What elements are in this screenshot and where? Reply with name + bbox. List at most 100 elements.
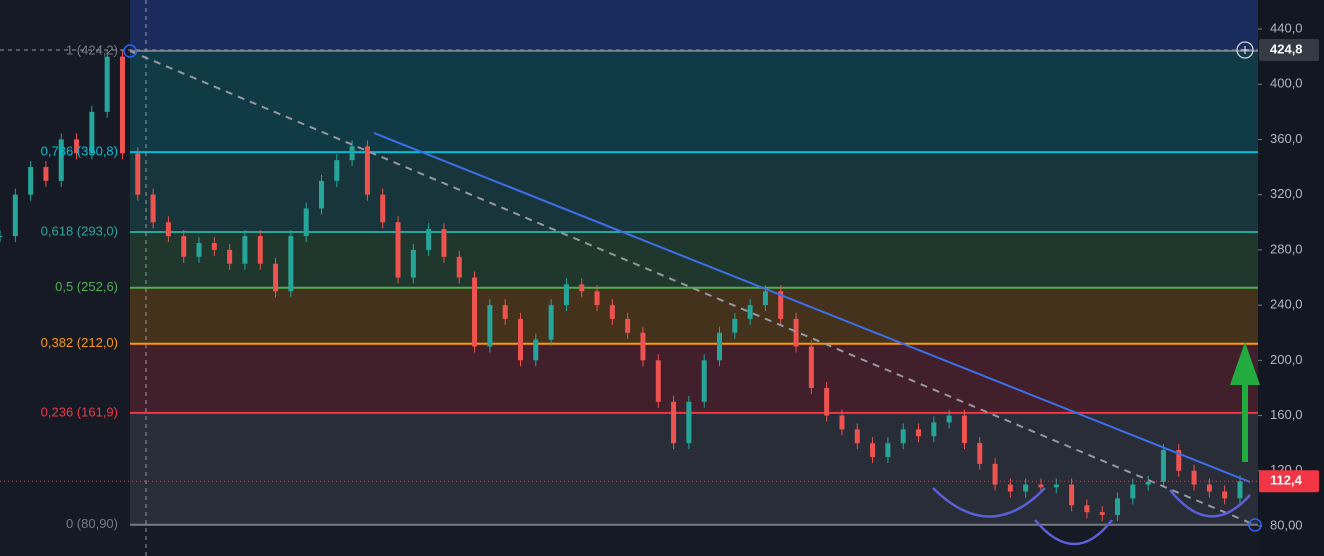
fib-level-label: 0,786 (350,8) bbox=[41, 144, 118, 159]
candle bbox=[150, 194, 156, 223]
plot-background bbox=[0, 0, 1258, 556]
candle bbox=[1160, 450, 1166, 482]
candle bbox=[885, 443, 891, 457]
candle bbox=[242, 236, 248, 264]
y-tick-label: 160,0 bbox=[1270, 407, 1303, 422]
candle bbox=[487, 305, 493, 347]
candle bbox=[380, 194, 386, 223]
candle bbox=[594, 291, 600, 306]
candle bbox=[181, 236, 187, 257]
candle bbox=[579, 284, 585, 292]
candle bbox=[870, 443, 876, 457]
candle bbox=[0, 236, 3, 238]
y-tick-label: 320,0 bbox=[1270, 186, 1303, 201]
candle bbox=[824, 387, 830, 416]
candle bbox=[1191, 470, 1197, 485]
candle bbox=[686, 401, 692, 444]
candle bbox=[104, 56, 110, 112]
candle bbox=[119, 56, 125, 154]
y-tick-label: 400,0 bbox=[1270, 76, 1303, 91]
candle bbox=[43, 167, 49, 181]
fib-level-label: 0,5 (252,6) bbox=[55, 279, 118, 294]
fib-level-label: 0,382 (212,0) bbox=[41, 335, 118, 350]
candle bbox=[839, 415, 845, 430]
candle bbox=[227, 249, 233, 264]
candle bbox=[778, 291, 784, 319]
candle bbox=[58, 139, 64, 181]
candle bbox=[135, 153, 141, 195]
head-arc bbox=[1034, 519, 1113, 546]
candle bbox=[808, 346, 814, 388]
candle bbox=[1237, 481, 1243, 499]
fib-band bbox=[130, 152, 1258, 232]
candle bbox=[900, 429, 906, 444]
candle bbox=[211, 242, 217, 250]
candle bbox=[1115, 498, 1121, 515]
candle bbox=[334, 160, 340, 181]
candle bbox=[89, 111, 95, 154]
candle bbox=[1007, 484, 1013, 492]
fib-level-label: 0,236 (161,9) bbox=[41, 404, 118, 419]
candle bbox=[288, 236, 294, 292]
candle bbox=[992, 463, 998, 485]
candle bbox=[946, 415, 952, 423]
candle bbox=[456, 256, 462, 278]
price-tag bbox=[1259, 38, 1319, 61]
fib-level-label: 0 (80,90) bbox=[66, 516, 118, 531]
candle bbox=[410, 249, 416, 278]
candle bbox=[395, 222, 401, 278]
y-tick-label: 200,0 bbox=[1270, 352, 1303, 367]
candle bbox=[318, 180, 324, 209]
candle bbox=[517, 318, 523, 361]
candle bbox=[28, 167, 34, 195]
candle bbox=[671, 401, 677, 444]
candle bbox=[1069, 484, 1075, 506]
candle bbox=[502, 305, 508, 319]
candle bbox=[196, 242, 202, 257]
candle bbox=[609, 305, 615, 319]
candle bbox=[625, 318, 631, 333]
fib-band bbox=[130, 50, 1258, 153]
fib-band bbox=[130, 0, 1258, 51]
fib-trend-line bbox=[129, 50, 1256, 526]
candle bbox=[977, 443, 983, 464]
candle bbox=[349, 146, 355, 161]
shoulder-arc bbox=[932, 487, 1046, 518]
candle bbox=[563, 284, 569, 306]
candle bbox=[548, 305, 554, 340]
candle bbox=[747, 305, 753, 319]
candle bbox=[701, 360, 707, 402]
candle bbox=[655, 360, 661, 402]
anchor-point bbox=[123, 44, 137, 58]
candle bbox=[1053, 484, 1059, 488]
anchor-point bbox=[1248, 518, 1262, 532]
candle bbox=[273, 263, 279, 292]
candle bbox=[1038, 484, 1044, 488]
y-tick-label: 240,0 bbox=[1270, 297, 1303, 312]
y-tick-label: 280,0 bbox=[1270, 241, 1303, 256]
candle bbox=[257, 236, 263, 264]
candle bbox=[1145, 481, 1151, 485]
arrow-head bbox=[1230, 342, 1260, 385]
candle bbox=[303, 208, 309, 237]
candle bbox=[854, 429, 860, 444]
candle bbox=[165, 222, 171, 237]
candle bbox=[762, 291, 768, 306]
candle bbox=[533, 339, 539, 361]
y-tick-label: 360,0 bbox=[1270, 131, 1303, 146]
price-axis bbox=[1258, 0, 1324, 556]
candle bbox=[931, 422, 937, 437]
candle bbox=[1176, 450, 1182, 471]
candle bbox=[1206, 484, 1212, 492]
candle bbox=[1130, 484, 1136, 499]
candle bbox=[1099, 512, 1105, 515]
candle bbox=[472, 277, 478, 347]
add-button[interactable] bbox=[1236, 41, 1254, 59]
fib-band bbox=[130, 343, 1258, 413]
add-icon bbox=[1241, 46, 1249, 54]
candle bbox=[426, 229, 432, 250]
candle bbox=[12, 194, 18, 237]
candle bbox=[441, 229, 447, 257]
y-tick-label: 80,00 bbox=[1270, 517, 1303, 532]
candle bbox=[1222, 491, 1228, 499]
